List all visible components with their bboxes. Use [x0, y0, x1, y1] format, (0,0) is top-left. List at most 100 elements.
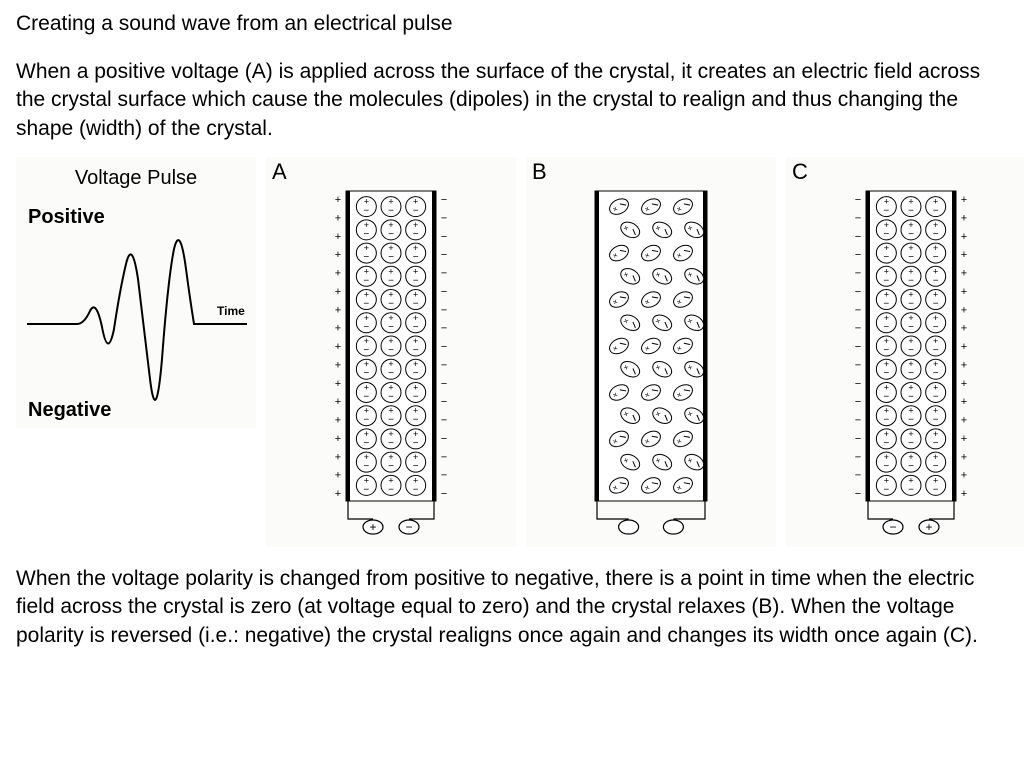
svg-text:−: − — [441, 451, 447, 463]
svg-text:−: − — [363, 438, 369, 449]
crystal-C-panel: C −+−+−+−+−+−+−+−+−+−+−+−+−+−+−+−+−++−+−… — [786, 157, 1024, 547]
svg-text:−: − — [413, 391, 419, 402]
svg-text:−: − — [388, 415, 394, 426]
svg-text:−: − — [441, 488, 447, 500]
svg-text:−: − — [933, 252, 939, 263]
svg-text:−: − — [388, 345, 394, 356]
svg-text:−: − — [413, 275, 419, 286]
voltage-pulse-panel: Voltage Pulse Positive Time Negative — [16, 157, 256, 428]
svg-text:−: − — [855, 231, 861, 243]
svg-text:+: + — [335, 212, 341, 224]
crystal-B-label: B — [532, 159, 547, 185]
svg-text:−: − — [441, 323, 447, 335]
svg-text:−: − — [933, 368, 939, 379]
svg-text:−: − — [933, 345, 939, 356]
figure-row: Voltage Pulse Positive Time Negative A +… — [16, 157, 1008, 547]
svg-text:+: + — [961, 268, 967, 280]
svg-text:−: − — [908, 484, 914, 495]
svg-text:−: − — [908, 391, 914, 402]
svg-text:−: − — [889, 520, 896, 534]
svg-text:+: + — [961, 231, 967, 243]
svg-text:−: − — [855, 286, 861, 298]
negative-label: Negative — [28, 399, 250, 422]
svg-text:−: − — [413, 229, 419, 240]
svg-text:−: − — [933, 322, 939, 333]
svg-text:+: + — [961, 286, 967, 298]
svg-text:+: + — [961, 451, 967, 463]
svg-text:−: − — [855, 341, 861, 353]
svg-text:+: + — [961, 212, 967, 224]
voltage-pulse-title: Voltage Pulse — [22, 167, 250, 190]
svg-text:−: − — [855, 359, 861, 371]
svg-text:+: + — [335, 488, 341, 500]
svg-text:+: + — [335, 415, 341, 427]
page-title: Creating a sound wave from an electrical… — [16, 12, 1008, 36]
svg-text:−: − — [933, 415, 939, 426]
svg-text:−: − — [855, 433, 861, 445]
svg-text:−: − — [363, 391, 369, 402]
svg-text:−: − — [855, 378, 861, 390]
svg-text:+: + — [335, 268, 341, 280]
svg-text:−: − — [883, 275, 889, 286]
svg-text:+: + — [961, 396, 967, 408]
svg-text:+: + — [335, 194, 341, 206]
svg-text:−: − — [388, 229, 394, 240]
svg-text:+: + — [335, 286, 341, 298]
svg-text:−: − — [908, 322, 914, 333]
svg-text:−: − — [933, 299, 939, 310]
svg-text:+: + — [961, 415, 967, 427]
svg-text:−: − — [441, 433, 447, 445]
svg-text:−: − — [908, 229, 914, 240]
svg-text:−: − — [855, 396, 861, 408]
svg-text:−: − — [855, 415, 861, 427]
svg-text:−: − — [388, 252, 394, 263]
svg-text:−: − — [855, 249, 861, 261]
svg-text:−: − — [883, 438, 889, 449]
svg-text:−: − — [388, 438, 394, 449]
svg-text:−: − — [908, 415, 914, 426]
svg-text:+: + — [961, 470, 967, 482]
svg-text:−: − — [883, 322, 889, 333]
svg-text:−: − — [855, 451, 861, 463]
svg-text:−: − — [441, 359, 447, 371]
crystal-B-panel: B ××××××××××××××××××××××××××××××××××××××… — [526, 157, 776, 547]
svg-text:−: − — [388, 206, 394, 217]
svg-text:−: − — [413, 252, 419, 263]
svg-text:−: − — [908, 299, 914, 310]
intro-paragraph: When a positive voltage (A) is applied a… — [16, 58, 1008, 143]
svg-text:−: − — [933, 206, 939, 217]
svg-text:−: − — [363, 252, 369, 263]
svg-text:−: − — [908, 206, 914, 217]
svg-text:+: + — [335, 304, 341, 316]
svg-text:+: + — [335, 231, 341, 243]
crystal-A-panel: A +−+−+−+−+−+−+−+−+−+−+−+−+−+−+−+−+−+−+−… — [266, 157, 516, 547]
positive-label: Positive — [28, 206, 250, 229]
svg-text:−: − — [908, 461, 914, 472]
svg-text:+: + — [335, 323, 341, 335]
svg-text:−: − — [413, 438, 419, 449]
svg-text:−: − — [883, 229, 889, 240]
svg-text:−: − — [405, 520, 412, 534]
svg-text:−: − — [855, 488, 861, 500]
svg-text:−: − — [441, 396, 447, 408]
svg-text:−: − — [363, 368, 369, 379]
svg-text:−: − — [855, 323, 861, 335]
svg-text:−: − — [933, 438, 939, 449]
svg-text:−: − — [883, 391, 889, 402]
svg-text:−: − — [855, 470, 861, 482]
svg-text:Time: Time — [217, 304, 245, 318]
svg-text:−: − — [388, 461, 394, 472]
svg-text:−: − — [363, 484, 369, 495]
svg-text:+: + — [335, 341, 341, 353]
crystal-C-diagram: −+−+−+−+−+−+−+−+−+−+−+−+−+−+−+−+−++−+−+−… — [786, 187, 1024, 547]
outro-paragraph: When the voltage polarity is changed fro… — [16, 565, 1008, 650]
svg-text:−: − — [908, 438, 914, 449]
svg-text:−: − — [441, 378, 447, 390]
svg-text:−: − — [933, 461, 939, 472]
crystal-B-diagram: ××××××××××××××××××××××××××××××××××××××× — [526, 187, 776, 547]
svg-text:−: − — [933, 275, 939, 286]
svg-text:−: − — [908, 252, 914, 263]
svg-text:−: − — [363, 461, 369, 472]
svg-text:+: + — [961, 433, 967, 445]
svg-text:−: − — [441, 231, 447, 243]
